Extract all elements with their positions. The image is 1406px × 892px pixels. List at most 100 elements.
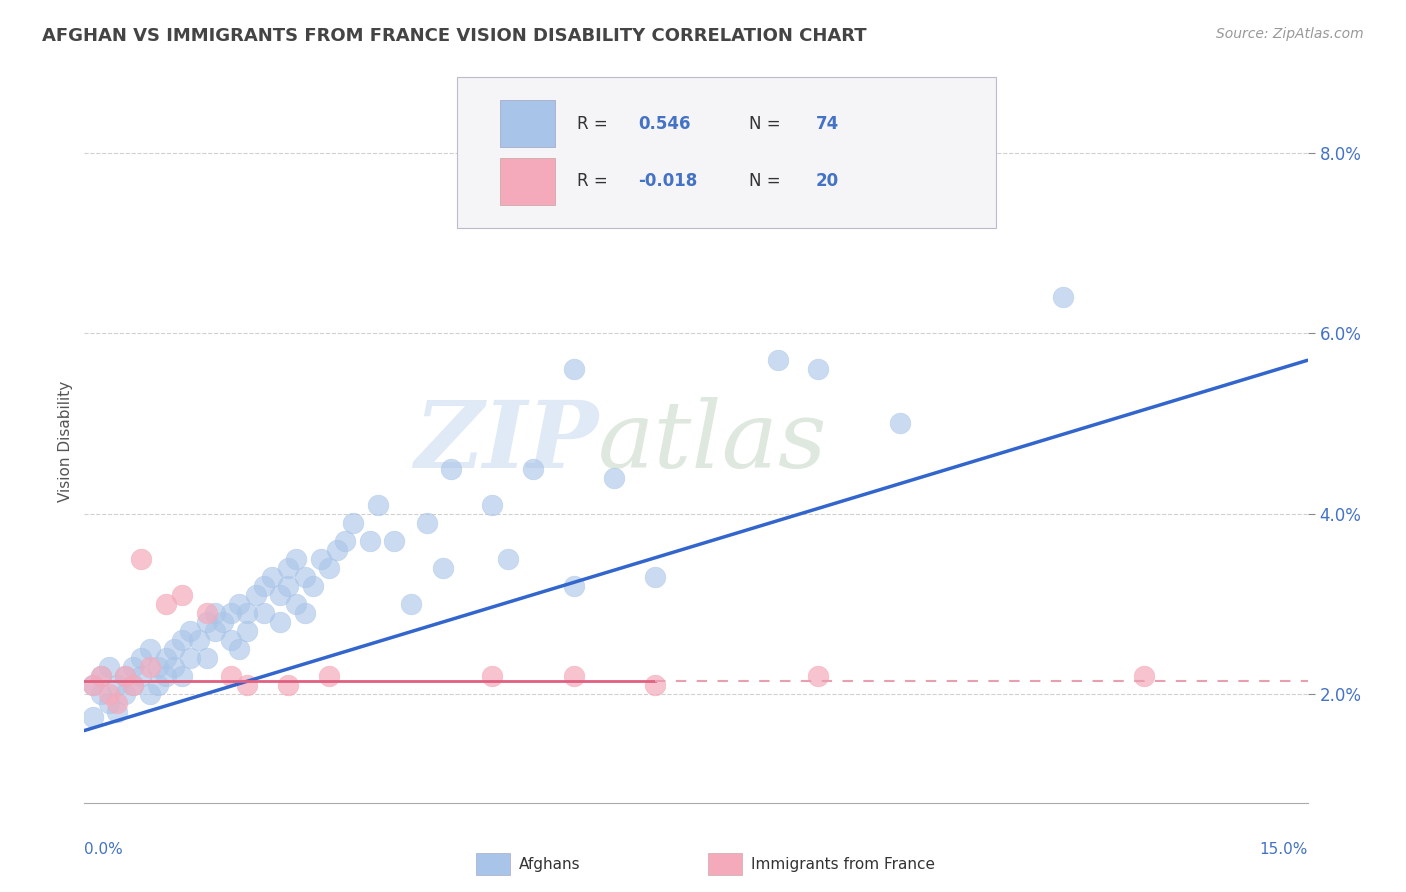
Point	[187, 633, 209, 648]
Point	[163, 660, 186, 674]
Point	[318, 669, 340, 683]
Point	[195, 615, 218, 630]
Point	[309, 552, 332, 566]
Point	[114, 669, 136, 683]
Point	[562, 669, 585, 683]
Point	[163, 642, 186, 657]
Point	[294, 606, 316, 620]
Point	[90, 687, 112, 701]
Point	[172, 588, 194, 602]
Point	[90, 669, 112, 683]
Point	[82, 710, 104, 724]
Point	[105, 678, 128, 692]
Point	[114, 669, 136, 683]
Point	[277, 678, 299, 692]
Point	[326, 542, 349, 557]
Point	[172, 669, 194, 683]
Point	[1052, 290, 1074, 304]
Point	[179, 624, 201, 639]
Point	[1133, 669, 1156, 683]
Point	[97, 660, 120, 674]
Point	[603, 470, 626, 484]
Text: R =: R =	[578, 172, 613, 190]
Point	[228, 597, 250, 611]
FancyBboxPatch shape	[457, 77, 995, 228]
Text: N =: N =	[748, 172, 786, 190]
Point	[335, 533, 357, 548]
Point	[97, 687, 120, 701]
Point	[179, 651, 201, 665]
Point	[382, 533, 405, 548]
Point	[318, 561, 340, 575]
Point	[105, 706, 128, 720]
Point	[285, 552, 308, 566]
Point	[481, 498, 503, 512]
Point	[236, 606, 259, 620]
Point	[228, 642, 250, 657]
Point	[236, 624, 259, 639]
Point	[122, 678, 145, 692]
Point	[440, 461, 463, 475]
Point	[481, 669, 503, 683]
Point	[204, 606, 226, 620]
Point	[498, 552, 520, 566]
Point	[766, 353, 789, 368]
Text: R =: R =	[578, 115, 613, 133]
Point	[219, 606, 242, 620]
Point	[260, 570, 283, 584]
Point	[212, 615, 235, 630]
Point	[416, 516, 439, 530]
Point	[204, 624, 226, 639]
Point	[245, 588, 267, 602]
Point	[236, 678, 259, 692]
Point	[82, 678, 104, 692]
Text: 0.546: 0.546	[638, 115, 690, 133]
Point	[105, 697, 128, 711]
Point	[219, 633, 242, 648]
Point	[131, 669, 153, 683]
Point	[253, 579, 276, 593]
Point	[562, 362, 585, 376]
Bar	[709, 854, 742, 875]
Point	[359, 533, 381, 548]
Point	[562, 579, 585, 593]
Point	[522, 461, 544, 475]
Point	[342, 516, 364, 530]
Point	[399, 597, 422, 611]
Point	[131, 651, 153, 665]
Point	[301, 579, 323, 593]
Text: Source: ZipAtlas.com: Source: ZipAtlas.com	[1216, 27, 1364, 41]
Point	[195, 651, 218, 665]
Point	[432, 561, 454, 575]
Point	[146, 660, 169, 674]
Point	[122, 660, 145, 674]
Text: 74: 74	[815, 115, 839, 133]
Point	[138, 642, 160, 657]
Y-axis label: Vision Disability: Vision Disability	[58, 381, 73, 502]
Text: Immigrants from France: Immigrants from France	[751, 856, 935, 871]
Text: AFGHAN VS IMMIGRANTS FROM FRANCE VISION DISABILITY CORRELATION CHART: AFGHAN VS IMMIGRANTS FROM FRANCE VISION …	[42, 27, 868, 45]
Point	[219, 669, 242, 683]
Point	[889, 417, 911, 431]
Text: atlas: atlas	[598, 397, 828, 486]
Point	[114, 687, 136, 701]
Text: -0.018: -0.018	[638, 172, 697, 190]
Point	[155, 597, 177, 611]
Text: ZIP: ZIP	[413, 397, 598, 486]
Text: 20: 20	[815, 172, 839, 190]
Point	[138, 687, 160, 701]
Point	[146, 678, 169, 692]
Point	[138, 660, 160, 674]
Point	[155, 651, 177, 665]
Point	[253, 606, 276, 620]
Point	[294, 570, 316, 584]
Point	[269, 615, 291, 630]
Text: Afghans: Afghans	[519, 856, 581, 871]
Bar	[475, 854, 510, 875]
Text: 0.0%: 0.0%	[84, 842, 124, 856]
Point	[807, 669, 830, 683]
Point	[277, 561, 299, 575]
Bar	[501, 158, 555, 205]
Point	[269, 588, 291, 602]
Text: N =: N =	[748, 115, 786, 133]
